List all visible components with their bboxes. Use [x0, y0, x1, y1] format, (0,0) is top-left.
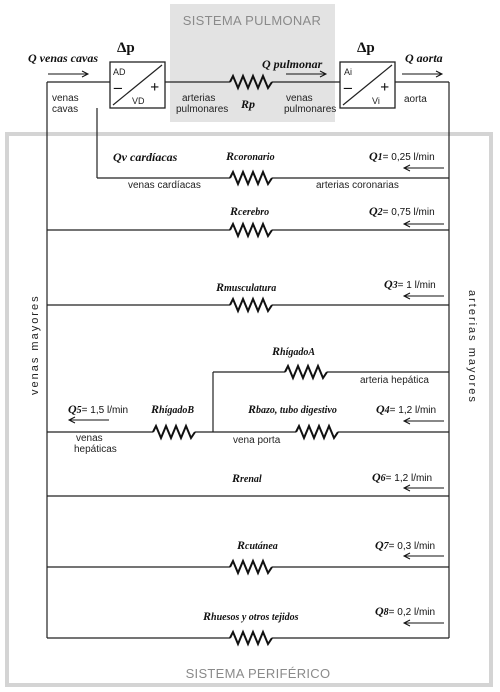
label-aorta: aorta — [404, 94, 427, 105]
branch-musculatura: Rmusculatura Q3= 1 l/min — [47, 277, 449, 314]
q-venas-cavas: Q venas cavas — [28, 51, 98, 65]
svg-text:arteria hepática: arteria hepática — [360, 375, 429, 386]
pulmonary-system-box — [170, 4, 335, 122]
svg-text:Rrenal: Rrenal — [231, 471, 262, 485]
svg-text:Rbazo, tubo digestivo: Rbazo, tubo digestivo — [247, 402, 337, 416]
branch-coronario: Rcoronario Qv cardíacas venas cardíacas … — [97, 149, 449, 191]
svg-text:Ai: Ai — [344, 67, 352, 77]
svg-text:Q3= 1 l/min: Q3= 1 l/min — [384, 277, 436, 291]
svg-text:–: – — [343, 79, 352, 96]
svg-text:+: + — [380, 79, 389, 96]
arrow-pulmonar — [286, 70, 328, 78]
branch-renal: Rrenal Q6= 1,2 l/min — [47, 470, 449, 497]
svg-text:hepáticas: hepáticas — [74, 444, 117, 455]
rp-label: Rp — [240, 97, 255, 111]
label-arterias-pulmonares-2: pulmonares — [176, 104, 228, 115]
svg-text:venas cardíacas: venas cardíacas — [128, 180, 201, 191]
svg-text:Q2= 0,75 l/min: Q2= 0,75 l/min — [369, 204, 435, 218]
label-venas-cavas-2: cavas — [52, 104, 78, 115]
svg-text:RhígadoA: RhígadoA — [271, 344, 315, 358]
arterias-mayores-label: arterias mayores — [466, 290, 478, 404]
label-venas-pulmonares-1: venas — [286, 93, 313, 104]
arrow-venas-cavas — [48, 70, 90, 78]
svg-text:Vi: Vi — [372, 96, 380, 106]
q-aorta: Q aorta — [405, 51, 443, 65]
branch-cerebro: Rcerebro Q2= 0,75 l/min — [47, 204, 449, 239]
delta-p-right: Δp — [117, 40, 135, 56]
resistor-rp — [229, 73, 273, 91]
pulmonary-system-label: SISTEMA PULMONAR — [183, 13, 321, 28]
svg-text:–: – — [113, 79, 122, 96]
label-venas-cavas-1: venas — [52, 93, 79, 104]
q-pulmonar: Q pulmonar — [262, 57, 323, 71]
label-arterias-pulmonares-1: arterias — [182, 93, 215, 104]
delta-p-left: Δp — [357, 40, 375, 56]
svg-text:Q6= 1,2 l/min: Q6= 1,2 l/min — [372, 470, 432, 484]
svg-text:vena porta: vena porta — [233, 435, 281, 446]
svg-text:Rhuesos y otros tejidos: Rhuesos y otros tejidos — [202, 609, 299, 623]
svg-text:Q5= 1,5 l/min: Q5= 1,5 l/min — [68, 402, 128, 416]
svg-text:Rcutánea: Rcutánea — [236, 538, 278, 552]
svg-text:Q1= 0,25 l/min: Q1= 0,25 l/min — [369, 149, 435, 163]
svg-text:Qv cardíacas: Qv cardíacas — [113, 150, 178, 164]
branch-huesos: Rhuesos y otros tejidos Q8= 0,2 l/min — [47, 604, 449, 647]
venas-mayores-label: venas mayores — [29, 294, 41, 395]
peripheral-system-label: SISTEMA PERIFÉRICO — [186, 666, 331, 681]
arrow-aorta — [402, 70, 444, 78]
label-venas-pulmonares-2: pulmonares — [284, 104, 336, 115]
svg-text:Rmusculatura: Rmusculatura — [215, 280, 276, 294]
branch-higado: RhígadoA arteria hepática Rbazo, tubo di… — [47, 344, 449, 455]
svg-text:Q8= 0,2 l/min: Q8= 0,2 l/min — [375, 604, 435, 618]
right-heart-pump: AD VD – + — [109, 61, 166, 109]
svg-text:Rcerebro: Rcerebro — [229, 204, 269, 218]
svg-text:Q4= 1,2 l/min: Q4= 1,2 l/min — [376, 402, 436, 416]
svg-text:RhígadoB: RhígadoB — [150, 402, 194, 416]
peripheral-system-box — [5, 132, 493, 687]
svg-text:venas: venas — [76, 433, 103, 444]
svg-text:Rcoronario: Rcoronario — [225, 149, 275, 163]
svg-text:AD: AD — [113, 67, 126, 77]
svg-text:+: + — [150, 79, 159, 96]
svg-text:arterias coronarias: arterias coronarias — [316, 180, 399, 191]
branch-cutanea: Rcutánea Q7= 0,3 l/min — [47, 538, 449, 576]
svg-text:Q7= 0,3 l/min: Q7= 0,3 l/min — [375, 538, 435, 552]
left-heart-pump: Ai Vi – + — [339, 61, 396, 109]
svg-text:VD: VD — [132, 96, 145, 106]
